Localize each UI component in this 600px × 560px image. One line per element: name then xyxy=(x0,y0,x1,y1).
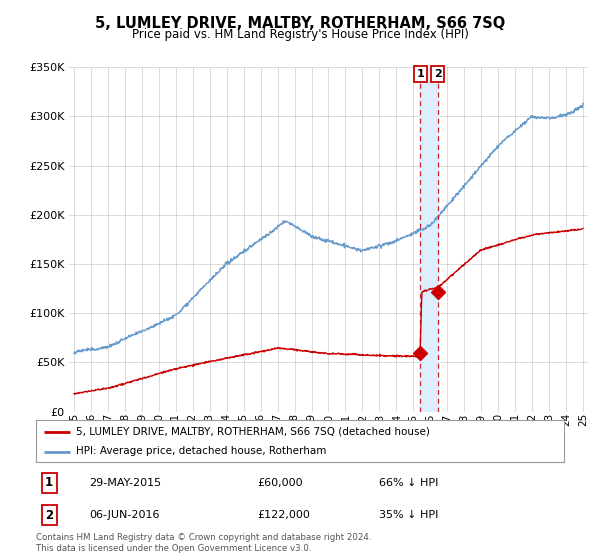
Text: £122,000: £122,000 xyxy=(258,510,311,520)
Text: 2: 2 xyxy=(434,69,442,79)
Text: 66% ↓ HPI: 66% ↓ HPI xyxy=(379,478,439,488)
Text: 06-JUN-2016: 06-JUN-2016 xyxy=(89,510,160,520)
Text: 5, LUMLEY DRIVE, MALTBY, ROTHERHAM, S66 7SQ (detached house): 5, LUMLEY DRIVE, MALTBY, ROTHERHAM, S66 … xyxy=(76,427,430,437)
Text: 2: 2 xyxy=(45,508,53,521)
Text: 5, LUMLEY DRIVE, MALTBY, ROTHERHAM, S66 7SQ: 5, LUMLEY DRIVE, MALTBY, ROTHERHAM, S66 … xyxy=(95,16,505,31)
Text: £60,000: £60,000 xyxy=(258,478,304,488)
Text: 29-MAY-2015: 29-MAY-2015 xyxy=(89,478,161,488)
Text: 1: 1 xyxy=(416,69,424,79)
Bar xyxy=(420,67,437,412)
Text: Contains HM Land Registry data © Crown copyright and database right 2024.: Contains HM Land Registry data © Crown c… xyxy=(36,533,371,542)
Text: This data is licensed under the Open Government Licence v3.0.: This data is licensed under the Open Gov… xyxy=(36,544,311,553)
Text: 35% ↓ HPI: 35% ↓ HPI xyxy=(379,510,439,520)
Text: Price paid vs. HM Land Registry's House Price Index (HPI): Price paid vs. HM Land Registry's House … xyxy=(131,28,469,41)
Text: HPI: Average price, detached house, Rotherham: HPI: Average price, detached house, Roth… xyxy=(76,446,326,456)
Text: 1: 1 xyxy=(45,477,53,489)
